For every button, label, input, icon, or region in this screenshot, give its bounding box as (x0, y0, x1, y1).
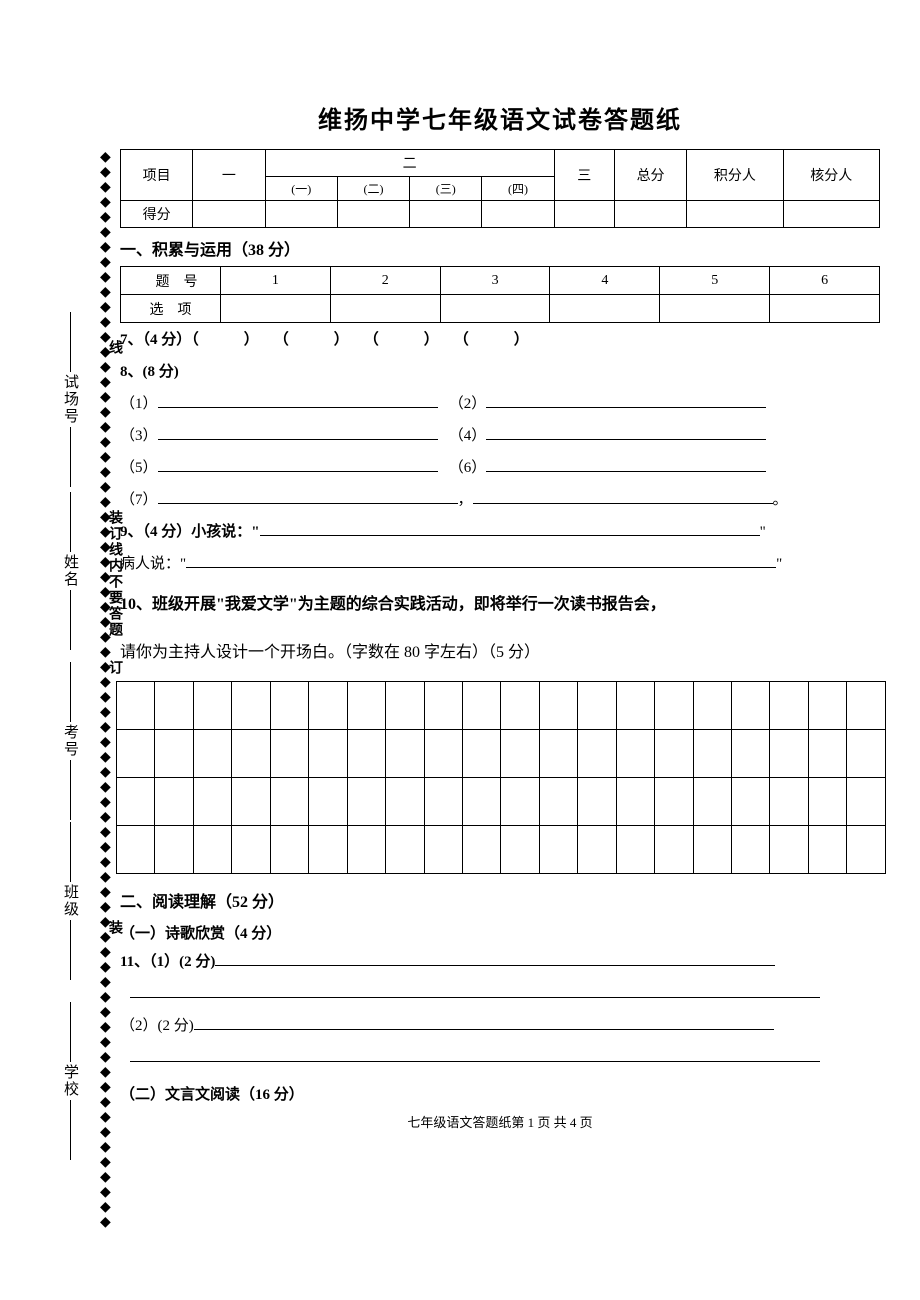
q8: 8、(8 分) (120, 357, 880, 387)
label-name: 姓名 (60, 490, 81, 652)
score-table: 项目 一 二 三 总分 积分人 核分人 (一) (二) (三) (四) 得分 (120, 149, 880, 228)
side-labels: 试场号 姓名 考号 班级 学校 线 装订线内不要答题 订 装 (30, 280, 90, 1180)
label-exam-no: 考号 (60, 660, 81, 822)
cell-three: 三 (554, 150, 614, 201)
opt-label: 选 项 (121, 295, 221, 323)
page: ◆◆◆◆◆◆◆◆◆◆◆◆◆◆◆◆◆◆◆◆◆◆◆◆◆◆◆◆◆◆◆◆◆◆◆◆◆◆◆◆… (0, 0, 920, 1300)
q9b: 病人说："" (120, 549, 880, 579)
binding-ding: 订 (104, 660, 124, 676)
q8-3-4: （3） （4） (120, 421, 880, 451)
cell-scorer: 积分人 (687, 150, 783, 201)
qnum-1: 1 (221, 267, 331, 295)
question-table: 题 号 1 2 3 4 5 6 选 项 (120, 266, 880, 323)
page-footer: 七年级语文答题纸第 1 页 共 4 页 (120, 1112, 880, 1131)
cell-2-3: (三) (410, 177, 482, 201)
label-class: 班级 (60, 820, 81, 982)
content: 维扬中学七年级语文试卷答题纸 项目 一 二 三 总分 积分人 核分人 (一) (… (120, 100, 880, 1131)
q11a: 11、（1）(2 分) (120, 947, 880, 977)
q8-7: （7），。 (120, 485, 880, 515)
section1-heading: 一、积累与运用（38 分） (120, 236, 880, 260)
cell-checker: 核分人 (783, 150, 879, 201)
cell-item: 项目 (121, 150, 193, 201)
cell-2-4: (四) (482, 177, 554, 201)
q11b: （2）(2 分) (120, 1011, 880, 1041)
cell-two: 二 (265, 150, 554, 177)
qnum-6: 6 (770, 267, 880, 295)
qnum-2: 2 (330, 267, 440, 295)
label-school: 学校 (60, 1000, 81, 1162)
q8-5-6: （5） （6） (120, 453, 880, 483)
section2-heading: 二、阅读理解（52 分） (120, 888, 880, 912)
q10b: 请你为主持人设计一个开场白。（字数在 80 字左右）（5 分） (120, 631, 880, 675)
q9a: 9、（4 分）小孩说："" (120, 517, 880, 547)
q8-1-2: （1） （2） (120, 389, 880, 419)
cell-2-1: (一) (265, 177, 337, 201)
cell-total: 总分 (614, 150, 686, 201)
section2-sub2: （二）文言文阅读（16 分） (120, 1083, 880, 1104)
section2-sub1: （一）诗歌欣赏（4 分） (120, 922, 880, 943)
q10a: 10、班级开展"我爱文学"为主题的综合实践活动，即将举行一次读书报告会， (120, 583, 880, 627)
binding-line-top: 线 (104, 340, 124, 356)
q11b-cont (120, 1043, 880, 1073)
binding-zhuang: 装 (104, 920, 124, 936)
page-title: 维扬中学七年级语文试卷答题纸 (120, 100, 880, 135)
cell-score-label: 得分 (121, 201, 193, 228)
binding-note: 装订线内不要答题 (104, 510, 124, 638)
diamond-border: ◆◆◆◆◆◆◆◆◆◆◆◆◆◆◆◆◆◆◆◆◆◆◆◆◆◆◆◆◆◆◆◆◆◆◆◆◆◆◆◆… (100, 150, 111, 1230)
label-exam-room: 试场号 (60, 310, 81, 489)
q7: 7、（4 分）（ ） （ ） （ ） （ ） (120, 325, 880, 355)
qnum-4: 4 (550, 267, 660, 295)
cell-2-2: (二) (337, 177, 409, 201)
qnum-label: 题 号 (121, 267, 221, 295)
q11a-cont (120, 979, 880, 1009)
qnum-3: 3 (440, 267, 550, 295)
writing-grid (116, 681, 886, 874)
cell-one: 一 (193, 150, 265, 201)
qnum-5: 5 (660, 267, 770, 295)
